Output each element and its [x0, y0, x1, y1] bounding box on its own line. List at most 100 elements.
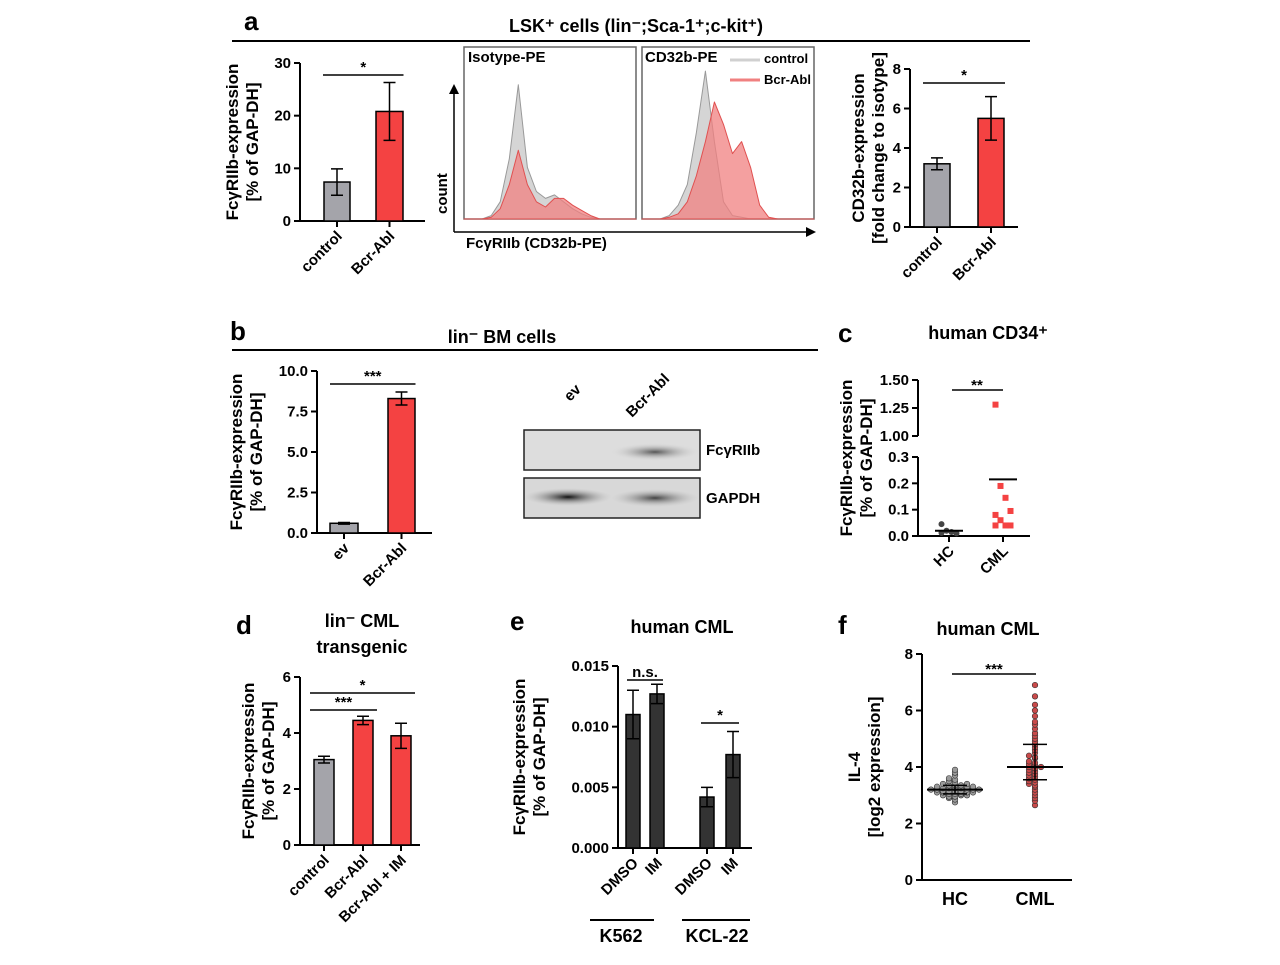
data-point — [1002, 494, 1009, 501]
blot-gapdh — [523, 477, 701, 519]
panel-f-title: human CML — [937, 619, 1040, 639]
x-tick-label: HC — [942, 889, 968, 909]
chart-c: 0.0 0.1 0.2 0.3 1.00 1.25 1.50 FcγRIIb-expressi… — [837, 372, 1030, 578]
x-tick-label: control — [898, 234, 946, 282]
blot-label-fcgriib: FcγRIIb — [706, 442, 760, 459]
iqr-bar — [1023, 743, 1047, 781]
y-tick-label: 1.50 — [880, 372, 909, 389]
data-point — [953, 530, 960, 537]
y-tick-label: 4 — [893, 140, 902, 157]
y-tick-label: 30 — [274, 55, 291, 72]
data-point — [992, 522, 999, 529]
significance-label: n.s. — [632, 664, 658, 681]
y-axis-label: [% of GAP-DH] — [243, 83, 262, 202]
data-point — [1002, 522, 1009, 529]
data-point — [1031, 701, 1039, 708]
hist-isotype-title: Isotype-PE — [468, 49, 546, 66]
hist-isotype-frame — [463, 46, 637, 220]
significance-label: * — [360, 59, 366, 76]
panel-d-title-1: lin⁻ CML — [325, 611, 400, 631]
y-axis-label: [log2 expression] — [865, 697, 884, 838]
x-tick-label: Bcr-Abl — [348, 228, 398, 278]
group-kcl22-label: KCL-22 — [685, 926, 748, 946]
bar-control — [923, 163, 951, 228]
panel-c-title: human CD34⁺ — [928, 323, 1048, 343]
bar-im — [649, 693, 665, 849]
y-axis-label: [% of GAP-DH] — [259, 702, 278, 821]
histogram-bcr-abl — [463, 149, 637, 220]
hist-xlabel: FcγRIIb (CD32b-PE) — [466, 235, 607, 252]
bar-bcr-abl — [387, 397, 416, 534]
y-tick-label: 2.5 — [287, 485, 308, 502]
y-tick-label: 0.1 — [888, 502, 909, 519]
y-axis-label: FcγRIIb-expression — [510, 679, 529, 836]
y-tick-label: 0.0 — [287, 525, 308, 542]
x-tick-label: Bcr-Abl + IM — [336, 852, 410, 926]
iqr-bar — [943, 784, 967, 795]
y-axis-label: IL-4 — [845, 751, 864, 782]
bar-bcr-abl-im — [390, 735, 412, 846]
y-tick-label: 0.2 — [888, 475, 909, 492]
y-tick-label: 6 — [893, 101, 901, 118]
data-point — [1025, 752, 1033, 759]
blot-lane-ev: ev — [561, 381, 585, 405]
y-tick-label: 0.010 — [571, 719, 609, 736]
y-tick-label: 6 — [283, 669, 291, 686]
chart-b: 0.0 2.5 5.0 7.5 10.0 FcγRIIb-expression [% of … — [227, 363, 432, 590]
data-point — [951, 766, 959, 773]
data-point — [1031, 707, 1039, 714]
x-tick-label: IM — [642, 855, 666, 879]
histogram-control — [463, 84, 637, 220]
y-tick-label: 4 — [283, 725, 292, 742]
arrow-right-icon — [806, 227, 816, 237]
y-tick-label: 1.00 — [880, 428, 909, 445]
y-tick-label: 2 — [893, 180, 901, 197]
panel-letter-b: b — [230, 316, 246, 346]
x-tick-label: IM — [718, 855, 742, 879]
significance-label: *** — [364, 368, 382, 385]
significance-label: * — [360, 677, 366, 694]
y-axis-label: [% of GAP-DH] — [247, 393, 266, 512]
y-tick-label: 0 — [905, 872, 913, 889]
x-tick-label: CML — [977, 543, 1012, 578]
y-tick-label: 10 — [274, 160, 291, 177]
group-k562-label: K562 — [599, 926, 642, 946]
panel-letter-c: c — [838, 318, 852, 348]
panel-d-title-2: transgenic — [316, 637, 407, 657]
error-bar — [395, 391, 408, 406]
hist-cd32b-title: CD32b-PE — [645, 49, 718, 66]
chart-f: 0 2 4 6 8 IL-4 [log2 expression] HC CML *** — [845, 646, 1072, 909]
data-point — [992, 511, 999, 518]
y-tick-label: 8 — [905, 646, 913, 663]
error-bar — [383, 81, 396, 142]
error-bar — [357, 715, 369, 726]
panel-letter-f: f — [838, 610, 847, 640]
y-tick-label: 4 — [905, 759, 914, 776]
blot-lane-bcr: Bcr-Abl — [623, 371, 673, 421]
legend-bcr-label: Bcr-Abl — [764, 72, 811, 87]
chart-e: 0.000 0.005 0.010 0.015 FcγRIIb-expression [%… — [510, 658, 752, 899]
data-point — [1007, 522, 1014, 529]
data-point — [945, 775, 953, 782]
x-tick-label: DMSO — [672, 855, 716, 899]
y-tick-label: 5.0 — [287, 444, 308, 461]
y-tick-label: 6 — [905, 703, 913, 720]
bar-control — [313, 758, 335, 846]
y-axis-label: FcγRIIb-expression — [227, 374, 246, 531]
bar-bcr-abl — [352, 719, 374, 846]
x-tick-label: ev — [329, 539, 353, 563]
significance-label: *** — [985, 661, 1003, 678]
error-bar — [318, 755, 330, 764]
data-point — [1031, 681, 1039, 689]
y-tick-label: 7.5 — [287, 404, 308, 421]
histogram-bcr-abl — [641, 101, 815, 220]
y-axis-label: [fold change to isotype] — [869, 52, 888, 244]
y-axis-label: FcγRIIb-expression — [223, 64, 242, 221]
error-bar — [651, 683, 663, 705]
x-tick-label: DMSO — [598, 855, 642, 899]
data-point — [1031, 693, 1039, 700]
chart-a1: 0 10 20 30 FcγRIIb-expression [% of GAP-DH] co… — [223, 55, 425, 278]
x-tick-label: CML — [1016, 889, 1055, 909]
y-tick-label: 2 — [905, 816, 913, 833]
chart-a2: 0 2 4 6 8 CD32b-expression [fold change to iso… — [849, 52, 1018, 284]
